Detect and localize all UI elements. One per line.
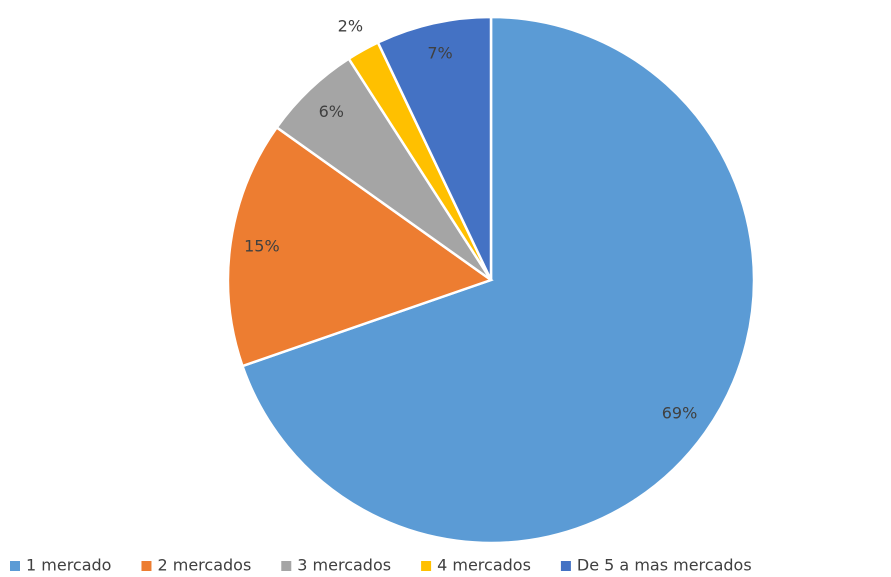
legend-label: 2 mercados: [157, 556, 251, 575]
data-label: 7%: [427, 44, 452, 63]
legend-marker: [281, 561, 292, 571]
legend-label: 4 mercados: [437, 556, 531, 575]
legend: 1 mercado 2 mercados 3 mercados 4 mercados D…: [10, 556, 752, 575]
data-label: 6%: [319, 102, 344, 121]
pie-slice: [376, 15, 493, 281]
legend-marker: [141, 561, 152, 571]
data-labels: 69% 15% 6% 2% 7%: [244, 17, 697, 423]
pie-slice: [226, 125, 494, 368]
data-label: 69%: [662, 404, 698, 423]
data-label: 15%: [244, 237, 280, 256]
pie-slice: [240, 15, 756, 545]
legend-label: 1 mercado: [26, 556, 111, 575]
pie: [226, 15, 756, 545]
legend-label: De 5 a mas mercados: [577, 556, 752, 575]
data-label: 2%: [338, 17, 363, 36]
legend-marker: [560, 561, 571, 571]
legend-label: 3 mercados: [297, 556, 391, 575]
legend-marker: [10, 561, 20, 571]
legend-marker: [421, 561, 432, 571]
